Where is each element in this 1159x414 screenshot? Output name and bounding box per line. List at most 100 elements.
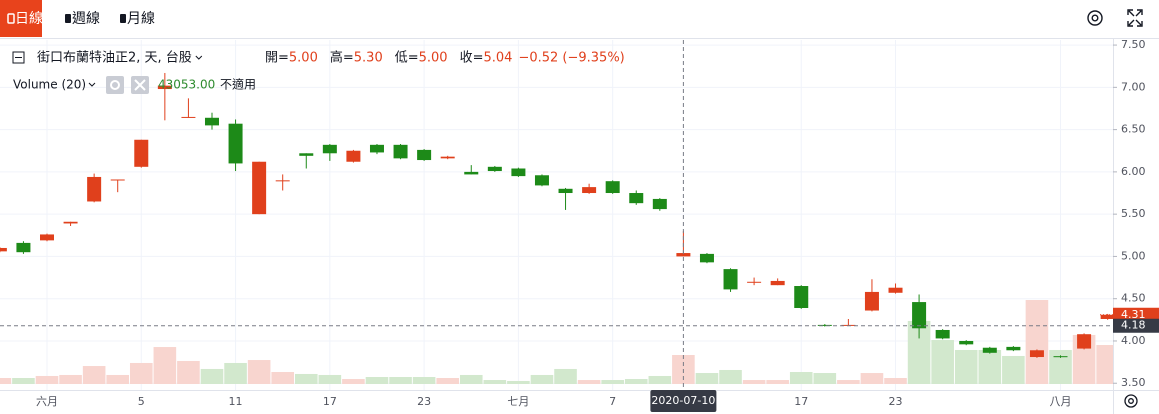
x-tick-label: 六月 — [36, 395, 58, 408]
candle-body — [134, 139, 149, 167]
settings-button[interactable] — [1087, 10, 1103, 26]
active-tab-bg — [0, 0, 42, 37]
volume-bar — [412, 376, 436, 384]
volume-bar — [483, 380, 507, 384]
candle-body — [16, 242, 31, 253]
candle-body — [63, 221, 78, 224]
volume-bar — [106, 374, 130, 384]
volume-bar — [1049, 349, 1072, 384]
x-tick-label: 5 — [138, 395, 145, 408]
x-tick-label: 23 — [417, 395, 431, 408]
tab[interactable]: 日線 — [15, 11, 43, 27]
volume-bar — [153, 347, 177, 384]
y-tick-label: 4.50 — [1121, 292, 1146, 305]
volume-bar — [365, 376, 389, 384]
volume-bar — [1096, 344, 1113, 384]
volume-bar — [271, 372, 294, 384]
y-tick-label: 5.00 — [1121, 249, 1146, 262]
tab-icon — [65, 14, 71, 23]
change-value: −0.52 (−9.35%) — [518, 51, 624, 66]
volume-bar — [247, 360, 271, 384]
ohlc-label: 收= — [460, 51, 484, 66]
x-tick-label: 17 — [794, 395, 808, 408]
remove-icon — [134, 79, 146, 91]
candle-body — [747, 281, 762, 283]
collapse-icon[interactable] — [12, 51, 25, 64]
volume-bar — [507, 380, 530, 384]
volume-bar — [82, 366, 106, 384]
volume-value: 43053.00 — [158, 78, 215, 92]
crosshair-price-box — [1113, 318, 1159, 333]
candle-body — [888, 287, 903, 293]
tab[interactable]: 月線 — [127, 11, 155, 27]
candle-body — [770, 280, 785, 286]
candle-body — [0, 247, 7, 252]
candle-body — [417, 149, 432, 161]
x-tick-label: 七月 — [507, 395, 529, 408]
candle-body — [157, 85, 172, 90]
candle-body — [817, 324, 832, 326]
x-tick-label: 八月 — [1050, 395, 1072, 408]
dropdown-icon[interactable] — [88, 82, 96, 87]
symbol-title: 街口布蘭特油正2, 天, 台股 — [37, 51, 192, 66]
volume-note: 不適用 — [220, 77, 256, 92]
legend: 街口布蘭特油正2, 天, 台股 開= 5.00 高= 5.30 低= 5.00 收= 5.04… — [12, 50, 625, 94]
candle-layer — [0, 72, 1113, 358]
x-tick-label: 17 — [323, 395, 337, 408]
settings-button[interactable] — [106, 76, 124, 94]
candle-body — [558, 188, 573, 194]
ohlc-value: 5.00 — [419, 51, 448, 66]
candle-body — [1100, 314, 1113, 319]
volume-bar — [554, 368, 577, 384]
volume-bar — [342, 379, 365, 384]
volume-bar — [907, 320, 931, 384]
candle-body — [982, 347, 997, 353]
volume-bar — [200, 368, 224, 384]
y-tick-label: 3.50 — [1121, 376, 1146, 389]
settings-icon — [110, 80, 120, 90]
ohlc-label: 高= — [330, 50, 354, 66]
candle-body — [935, 329, 950, 339]
y-tick-label: 6.50 — [1121, 123, 1146, 136]
volume-bar — [129, 362, 153, 384]
candle-body — [1006, 346, 1021, 351]
x-tick-label: 7 — [609, 395, 616, 408]
volume-bar — [1002, 355, 1025, 384]
volume-bar — [530, 374, 554, 384]
tab[interactable]: 週線 — [72, 11, 100, 27]
candle-body — [534, 175, 549, 186]
volume-bar — [224, 362, 247, 384]
tab-icon — [7, 13, 15, 24]
candle-body — [959, 340, 974, 345]
axis-settings-button[interactable] — [1124, 394, 1138, 408]
crosshair-price-label: 4.18 — [1121, 319, 1146, 332]
tab-icon — [120, 14, 126, 23]
volume-bar — [648, 375, 672, 384]
volume-bar — [624, 379, 648, 384]
volume-bar — [0, 378, 12, 384]
candle-body — [87, 176, 102, 202]
crosshair-time-box — [650, 390, 717, 412]
candle-body — [299, 153, 314, 156]
volume-bar — [436, 378, 459, 384]
candle-body — [794, 286, 809, 308]
volume-bar — [813, 373, 837, 384]
candle-body — [110, 179, 125, 181]
volume-bar — [12, 378, 35, 384]
ohlc-value: 5.30 — [354, 51, 383, 66]
volume-bar — [177, 360, 200, 384]
candle-body — [1053, 356, 1068, 358]
y-tick-label: 7.50 — [1121, 38, 1146, 51]
y-tick-label: 6.00 — [1121, 165, 1146, 178]
candle-body — [440, 156, 455, 159]
volume-bar — [954, 349, 978, 384]
dropdown-icon — [195, 55, 203, 60]
candle-body — [487, 166, 502, 172]
candle-body — [204, 117, 219, 126]
candle-body — [699, 253, 714, 263]
last-price-box — [1113, 307, 1159, 322]
ohlc-label: 低= — [395, 50, 419, 66]
fullscreen-button[interactable] — [1127, 9, 1143, 27]
volume-bar — [35, 375, 59, 384]
